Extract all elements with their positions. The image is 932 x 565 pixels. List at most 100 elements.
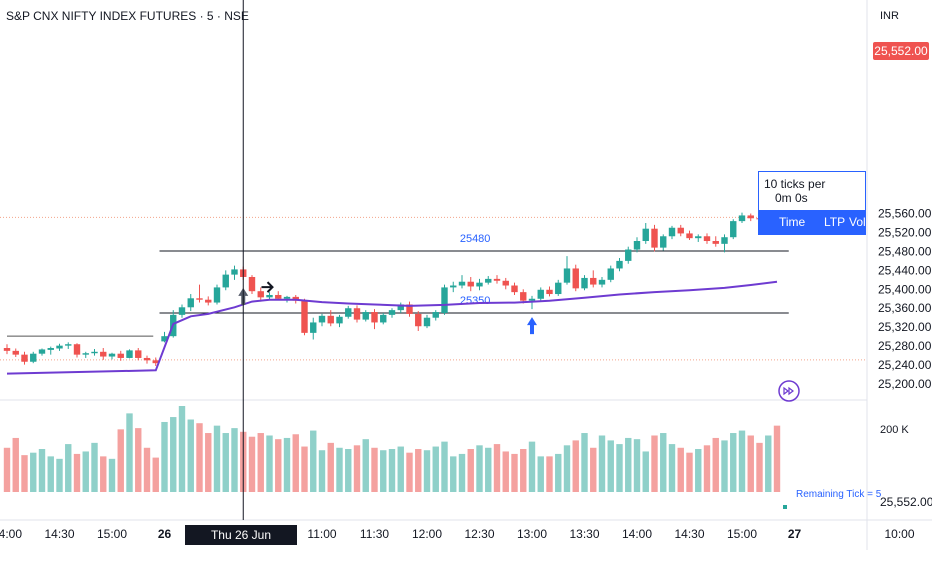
x-tick-label: 26 (158, 527, 172, 541)
volume-bar (117, 429, 124, 492)
volume-bar (397, 446, 404, 492)
x-tick-label: 14:30 (44, 527, 74, 541)
volume-bar (415, 449, 422, 492)
candle-body (747, 215, 754, 219)
volume-bar (493, 444, 501, 492)
volume-bar (651, 435, 658, 492)
candle-body (327, 315, 334, 324)
volume-bar (362, 439, 369, 492)
volume-bar (231, 428, 238, 492)
volume-bar (695, 449, 702, 492)
level-label: 25480 (460, 233, 491, 245)
candle-body (730, 221, 737, 238)
volume-bar (537, 456, 544, 492)
candle-body (152, 360, 159, 364)
replay-icon[interactable] (778, 380, 800, 402)
candle-body (528, 298, 536, 301)
volume-bar (703, 445, 711, 492)
volume-bar (187, 419, 194, 492)
x-tick-label: 11:30 (360, 527, 389, 541)
volume-bar (642, 451, 649, 492)
volume-bar (467, 449, 474, 492)
candle-body (336, 316, 343, 324)
candle-body (441, 287, 448, 313)
candle-body (143, 357, 151, 361)
volume-bar (756, 442, 763, 492)
volume-bar (257, 433, 264, 492)
volume-bar (38, 449, 46, 492)
crosshair-time: 10:00 (237, 548, 268, 562)
candle-body (275, 294, 282, 299)
volume-bar (546, 456, 553, 492)
candle-body (450, 285, 457, 288)
crosshair-time-label: Thu 26 Jun '25 10:00 (185, 525, 297, 562)
volume-bar (310, 430, 317, 492)
candle-body (686, 233, 693, 239)
y-tick-label: 25,320.00 (878, 320, 932, 334)
y-tick-label: 25,240.00 (878, 358, 932, 372)
volume-bar (3, 447, 11, 492)
tick-info-line1: 10 ticks per (764, 177, 826, 191)
volume-bar (388, 449, 396, 492)
candle-body (353, 308, 361, 320)
candle-body (283, 296, 291, 299)
volume-bar (336, 447, 343, 492)
last-price-dot (783, 505, 787, 509)
candle-body (178, 307, 186, 315)
candle-body (590, 277, 597, 285)
volume-bar (301, 446, 308, 492)
candle-body (432, 312, 439, 318)
volume-bar (152, 457, 159, 492)
candle-body (668, 227, 676, 237)
volume-bar (161, 421, 168, 492)
y-tick-label: 25,440.00 (878, 263, 932, 277)
volume-bar (196, 423, 203, 492)
candle-body (257, 291, 264, 298)
volume-bar (47, 456, 54, 492)
volume-bar (380, 450, 387, 492)
y-tick-label: 25,400.00 (878, 282, 932, 296)
volume-bar (686, 452, 693, 492)
volume-bar (668, 444, 676, 492)
volume-bar (170, 417, 177, 492)
volume-bar (135, 428, 142, 492)
y-tick-label: 25,200.00 (878, 377, 932, 391)
candle-body (625, 249, 632, 261)
candle-body (82, 353, 89, 355)
candle-body (520, 292, 527, 301)
candle-body (126, 350, 133, 358)
candle-body (222, 274, 229, 288)
volume-bar (660, 433, 667, 492)
candle-body (91, 351, 98, 354)
candle-body (511, 285, 518, 293)
x-tick-label: 12:30 (464, 527, 494, 541)
y-tick-label: 25,480.00 (878, 244, 932, 258)
candle-body (65, 344, 72, 346)
volume-bar (581, 433, 588, 492)
volume-bar (108, 458, 116, 492)
x-tick-label: 14:00 (0, 527, 22, 541)
candle-body (607, 268, 614, 280)
level-label: 25350 (460, 295, 491, 307)
volume-bar (721, 440, 728, 492)
volume-bar (738, 430, 746, 492)
volume-bar (178, 406, 186, 492)
right-arrow-marker (261, 281, 274, 293)
candle-body (47, 348, 54, 350)
volume-bar (248, 436, 256, 492)
volume-bar (712, 437, 719, 492)
candle-body (135, 350, 142, 358)
symbol-title[interactable]: S&P CNX NIFTY INDEX FUTURES · 5 · NSE (6, 9, 249, 23)
volume-bar (633, 439, 641, 492)
volume-bar (353, 445, 361, 492)
vwap-line (6, 280, 778, 375)
tick-info-widget[interactable]: 10 ticks per 0m 0s Time LTP Vol (758, 171, 866, 235)
volume-bar (327, 442, 334, 492)
volume-bar (292, 434, 299, 492)
chart-canvas[interactable]: 25,560.00 25,520.00 25,480.00 25,440.00 25,4… (0, 0, 932, 550)
volume-bar (56, 458, 63, 492)
candle-body (12, 350, 19, 355)
tick-table-header: Time LTP Vol (759, 210, 866, 234)
currency-label[interactable]: INR (880, 10, 899, 22)
candle-body (660, 236, 667, 248)
